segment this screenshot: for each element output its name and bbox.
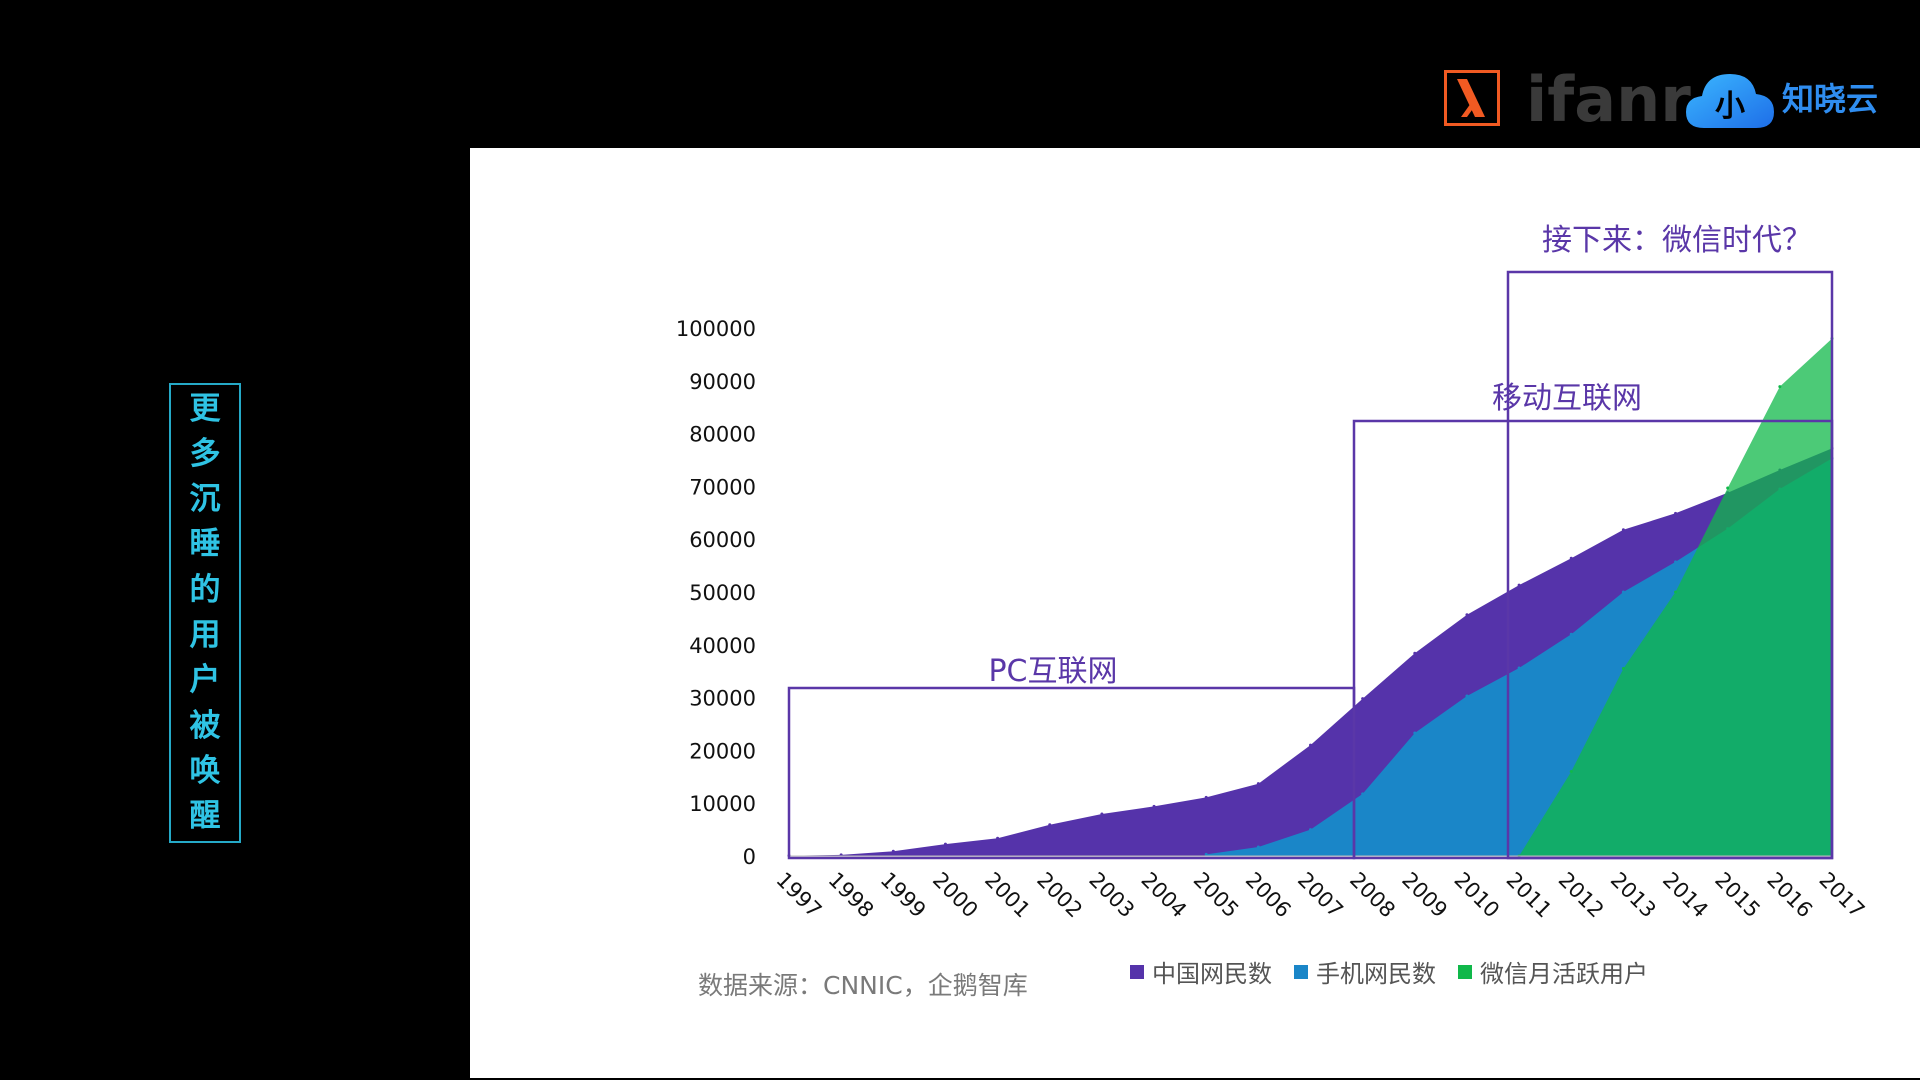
data-point-1-2007 [1309, 828, 1312, 832]
data-point-2-2016 [1778, 385, 1782, 389]
sidebar-title: 更多沉睡的用户被唤醒 [189, 390, 221, 835]
y-tick-label: 70000 [689, 475, 756, 499]
y-tick-label: 20000 [689, 739, 756, 763]
data-point-1-2013 [1621, 590, 1625, 594]
y-tick-label: 0 [743, 845, 756, 869]
legend-item-0: 中国网民数 [1130, 954, 1272, 989]
y-tick-label: 60000 [689, 528, 756, 552]
slide-panel: 0 10000 20000 30000 40000 50000 60000 70000 8000… [470, 148, 1920, 1078]
data-source: 数据来源：CNNIC，企鹅智库 [698, 971, 1028, 1000]
y-tick-label: 40000 [689, 634, 756, 658]
x-tick-label: 2014 [1658, 868, 1713, 923]
area-chart: 0 10000 20000 30000 40000 50000 60000 70000 8000… [676, 223, 1869, 923]
data-point-2-2014 [1674, 590, 1678, 594]
series-area-2 [1519, 338, 1832, 857]
x-tick-label: 2000 [928, 868, 983, 923]
sidebar-title-box: 更多沉睡的用户被唤醒 [169, 383, 241, 843]
data-point-0-2006 [1256, 782, 1260, 786]
mobile-era-label: 移动互联网 [1492, 381, 1642, 416]
x-tick-label: 1998 [824, 868, 879, 923]
data-point-0-2003 [1100, 812, 1104, 816]
data-point-1-2005 [1204, 852, 1208, 856]
legend-item-1: 手机网民数 [1294, 954, 1436, 989]
legend-label: 手机网民数 [1316, 960, 1436, 988]
x-tick-label: 2006 [1241, 868, 1296, 923]
x-tick-label: 2008 [1345, 868, 1400, 923]
y-tick-label: 30000 [689, 687, 756, 711]
wechat-era-box [1506, 270, 1834, 860]
data-point-1-2009 [1413, 731, 1417, 735]
x-tick-label: 2001 [980, 868, 1035, 923]
x-tick-label: 1997 [771, 868, 826, 923]
pc-era-label: PC互联网 [988, 654, 1117, 689]
x-tick-label: 2010 [1449, 868, 1504, 923]
x-tick-label: 2013 [1606, 868, 1661, 923]
legend-item-2: 微信月活跃用户 [1458, 954, 1648, 989]
ifanr-logo-icon [1444, 70, 1500, 126]
data-point-1-2011 [1517, 666, 1521, 670]
wechat-era-label: 接下来：微信时代？ [1542, 223, 1812, 258]
data-point-0-2007 [1309, 743, 1312, 747]
x-tick-label: 2009 [1397, 868, 1452, 923]
legend-swatch [1294, 964, 1308, 979]
legend-label: 中国网民数 [1152, 960, 1272, 988]
data-point-0-2005 [1204, 795, 1208, 799]
legend-label: 微信月活跃用户 [1480, 960, 1648, 988]
data-point-2-2012 [1569, 770, 1573, 774]
data-point-2-2013 [1621, 667, 1625, 671]
ifanr-logo-text: ifanr [1526, 63, 1691, 136]
y-tick-label: 80000 [689, 423, 756, 447]
y-tick-label: 50000 [689, 581, 756, 605]
x-tick-label: 2005 [1189, 868, 1244, 923]
data-point-0-2001 [996, 836, 1000, 840]
data-point-0-2004 [1152, 804, 1156, 808]
x-tick-label: 2002 [1032, 868, 1087, 923]
data-point-0-2008 [1361, 697, 1365, 701]
cloud-glyph: 小 [1715, 89, 1745, 124]
logo-bar: ifanr 小 知晓云 [1440, 60, 1900, 140]
y-tick-label: 90000 [689, 370, 756, 394]
data-point-1-2012 [1569, 632, 1573, 636]
data-point-0-2014 [1674, 511, 1678, 515]
y-tick-label: 100000 [676, 317, 756, 341]
x-tick-label: 2017 [1814, 868, 1869, 923]
data-point-0-1999 [891, 849, 895, 853]
data-point-0-2000 [943, 842, 947, 846]
data-point-0-2002 [1048, 823, 1052, 827]
zhixiaoyun-logo-text: 知晓云 [1782, 80, 1879, 118]
y-tick-label: 10000 [689, 792, 756, 816]
data-point-2-2015 [1726, 486, 1730, 490]
legend: 中国网民数 手机网民数 微信月活跃用户 [1130, 954, 1648, 989]
data-point-0-2011 [1517, 583, 1521, 587]
x-tick-label: 2011 [1502, 868, 1557, 923]
data-point-1-2008 [1361, 792, 1365, 796]
x-tick-label: 2012 [1554, 868, 1609, 923]
x-tick-label: 2016 [1762, 868, 1817, 923]
data-point-1-2010 [1465, 694, 1469, 698]
data-point-0-2010 [1465, 613, 1469, 617]
zhixiaoyun-cloud-icon: 小 [1684, 68, 1776, 132]
data-point-0-2013 [1621, 528, 1625, 532]
data-point-0-2009 [1413, 651, 1417, 655]
x-tick-label: 2003 [1084, 868, 1139, 923]
data-point-1-2014 [1674, 560, 1678, 564]
data-point-0-2012 [1569, 556, 1573, 560]
legend-swatch [1458, 964, 1472, 979]
x-tick-label: 2015 [1710, 868, 1765, 923]
x-tick-label: 2004 [1137, 868, 1192, 923]
data-point-1-2006 [1256, 845, 1260, 849]
x-tick-label: 2007 [1293, 868, 1348, 923]
legend-swatch [1130, 964, 1144, 979]
x-tick-label: 1999 [876, 868, 931, 923]
